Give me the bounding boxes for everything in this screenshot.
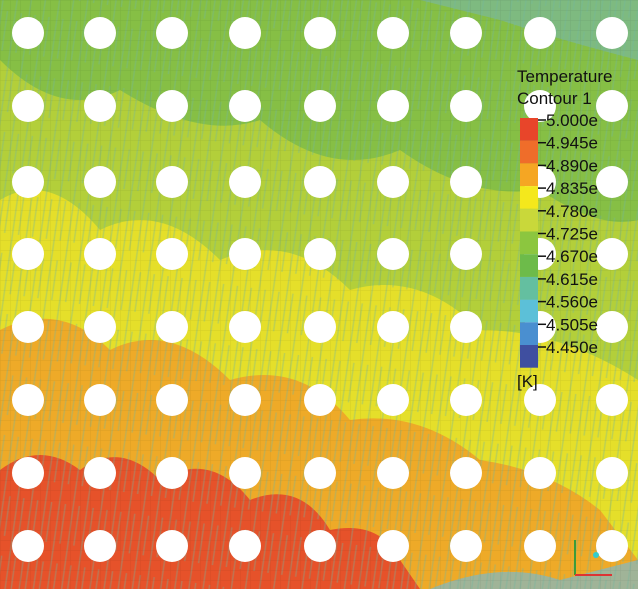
hole [84,238,116,270]
hole [156,530,188,562]
hole [12,17,44,49]
hole [596,17,628,49]
hole [377,530,409,562]
hole [450,530,482,562]
color-swatch [520,254,538,277]
hole [12,457,44,489]
color-swatch [520,277,538,300]
hole [304,457,336,489]
hole [84,17,116,49]
hole [229,17,261,49]
color-swatch [520,300,538,323]
hole [12,530,44,562]
hole [524,17,556,49]
hole [304,238,336,270]
color-swatch [520,232,538,255]
hole [229,90,261,122]
hole [596,166,628,198]
hole [377,384,409,416]
hole [450,384,482,416]
color-swatch [520,163,538,186]
level-label: 4.725e [546,225,598,244]
color-swatch [520,141,538,164]
hole [156,311,188,343]
color-swatch [520,209,538,232]
hole [156,457,188,489]
hole [84,530,116,562]
hole [12,90,44,122]
hole [229,457,261,489]
hole [596,238,628,270]
hole [84,384,116,416]
hole [156,90,188,122]
hole [12,238,44,270]
level-label: 4.835e [546,179,598,198]
hole [304,17,336,49]
hole [596,311,628,343]
level-label: 4.615e [546,270,598,289]
hole [596,90,628,122]
level-label: 4.505e [546,315,598,334]
hole [84,90,116,122]
hole [12,166,44,198]
hole [229,166,261,198]
level-label: 4.560e [546,293,598,312]
hole [304,530,336,562]
hole [377,166,409,198]
page: Temperature Contour 1 5.000e 4.945e 4.890e… [0,0,638,594]
hole [450,166,482,198]
hole [377,311,409,343]
hole [229,530,261,562]
hole [12,384,44,416]
legend-title: Temperature [517,67,612,86]
legend-subtitle: Contour 1 [517,89,592,108]
hole [450,457,482,489]
hole [156,166,188,198]
contour-view: Temperature Contour 1 5.000e 4.945e 4.890e… [0,0,638,589]
level-label: 4.450e [546,338,598,357]
hole [156,384,188,416]
hole [156,238,188,270]
hole [84,457,116,489]
hole [84,311,116,343]
hole [156,17,188,49]
hole [304,90,336,122]
hole [377,17,409,49]
level-label: 4.890e [546,156,598,175]
hole [596,457,628,489]
color-swatch [520,345,538,368]
color-swatch [520,118,538,141]
hole [229,311,261,343]
hole [377,457,409,489]
hole [229,238,261,270]
hole [450,17,482,49]
level-label: 4.780e [546,202,598,221]
hole [450,311,482,343]
legend-unit: [K] [517,372,538,391]
hole [229,384,261,416]
level-label: 5.000e [546,111,598,130]
color-swatch [520,186,538,209]
hole [450,238,482,270]
hole [377,238,409,270]
hole [377,90,409,122]
hole [304,166,336,198]
hole [12,311,44,343]
level-label: 4.945e [546,134,598,153]
color-bar: 5.000e 4.945e 4.890e 4.835e 4.780e 4.725e 4.67… [520,111,598,368]
hole [524,530,556,562]
level-label: 4.670e [546,247,598,266]
color-swatch [520,322,538,345]
hole [450,90,482,122]
hole [524,457,556,489]
hole [304,311,336,343]
hole [304,384,336,416]
hole [596,530,628,562]
hole [84,166,116,198]
hole [596,384,628,416]
